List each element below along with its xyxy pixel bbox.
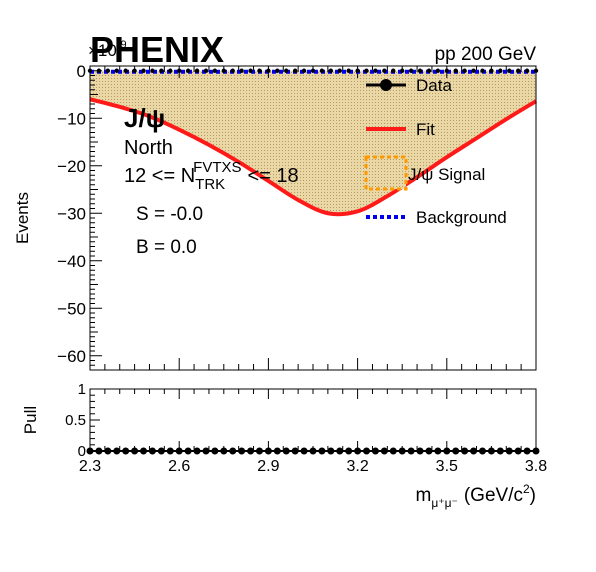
main-frame [89, 65, 537, 371]
data-point [257, 68, 262, 73]
data-point [373, 68, 378, 73]
pull-y-tick-label: 0.5 [65, 412, 86, 429]
data-point [319, 68, 325, 73]
data-point [391, 68, 396, 73]
data-point [426, 68, 432, 73]
signal-area [90, 70, 536, 215]
experiment-title: PHENIX [90, 29, 224, 70]
data-point [177, 68, 182, 73]
data-point [230, 68, 235, 73]
legend-data: Data [366, 76, 452, 95]
arm-label: North [124, 137, 173, 159]
y-tick-label: 0 [77, 62, 86, 81]
pull-y-tick-label: 1 [78, 381, 86, 398]
data-points [87, 68, 539, 73]
legend-signal-label: J/ψ Signal [408, 165, 485, 184]
data-point [471, 68, 476, 73]
background-count: B = 0.0 [136, 237, 197, 258]
data-point [275, 68, 280, 73]
y-tick-label: −20 [57, 157, 86, 176]
data-point [194, 68, 200, 73]
fit-curve [89, 97, 538, 217]
pull-frame [89, 388, 537, 452]
data-point [239, 68, 244, 73]
pull-y-ticks: 00.51 [65, 381, 100, 460]
main-y-ticks: 0 −10 −20 −30 −40 −50 −60 [57, 62, 102, 371]
data-point [301, 68, 307, 73]
legend-signal-swatch [364, 155, 408, 191]
data-point [444, 68, 449, 73]
x-tick-label: 2.3 [79, 458, 101, 475]
data-point [507, 68, 512, 73]
data-point [248, 68, 253, 73]
x-tick-label: 3.2 [346, 458, 368, 475]
legend-signal: J/ψ Signal [364, 155, 485, 191]
legend-background-label: Background [416, 208, 507, 227]
signal-count: S = -0.0 [136, 204, 203, 225]
x-axis-title: mμ⁺μ⁻ (GeV/c2) [416, 482, 536, 510]
collision-system: pp 200 GeV [435, 44, 537, 65]
y-tick-label: −50 [57, 299, 86, 318]
main-panel: 0 −10 −20 −30 −40 −50 −60 [57, 62, 539, 371]
data-point [310, 68, 316, 73]
data-point [159, 68, 164, 73]
data-point [221, 68, 226, 73]
legend-fit-label: Fit [416, 120, 435, 139]
data-point [453, 68, 458, 73]
y-tick-label: −60 [57, 347, 86, 366]
data-point [123, 68, 128, 73]
data-point [266, 68, 271, 73]
data-point [212, 68, 218, 73]
data-point [150, 68, 155, 73]
data-point [408, 68, 414, 73]
data-point [515, 68, 521, 73]
data-point [364, 68, 369, 73]
pull-panel: 2.3 2.6 2.9 3.2 3.5 3.8 00.51 [65, 381, 547, 475]
legend: Data Fit J/ψ Signal Background [364, 76, 507, 227]
data-point [141, 68, 146, 73]
x-tick-label: 2.6 [168, 458, 190, 475]
data-point [284, 68, 289, 73]
exponent-label: ×10-9 [88, 39, 127, 60]
pull-y-tick-label: 0 [78, 443, 86, 460]
data-point [480, 68, 485, 73]
x-tick-label: 2.9 [257, 458, 279, 475]
data-point [462, 68, 467, 73]
particle-label: J/ψ [124, 103, 165, 133]
data-point [355, 68, 360, 73]
data-point [417, 68, 423, 73]
data-point [132, 68, 137, 73]
data-point [96, 68, 102, 73]
legend-fit: Fit [366, 120, 435, 139]
data-point [105, 68, 111, 73]
data-point [435, 68, 441, 73]
data-point [524, 68, 530, 73]
data-point [328, 68, 334, 73]
y-tick-label: −10 [57, 109, 86, 128]
data-point [400, 68, 405, 73]
data-point [498, 68, 503, 73]
data-point [346, 68, 351, 73]
data-point [114, 68, 119, 73]
data-point [203, 68, 209, 73]
legend-background: Background [366, 208, 507, 227]
data-point [489, 68, 494, 73]
pull-axis-title: Pull [21, 406, 40, 434]
data-point [168, 68, 173, 73]
x-tick-label: 3.5 [436, 458, 458, 475]
data-point [337, 68, 342, 73]
multiplicity-label: 12 <= NTRKFVTXS <= 18 [124, 159, 299, 193]
data-point [382, 68, 387, 73]
y-axis-title: Events [13, 192, 32, 244]
legend-data-marker [380, 79, 392, 91]
data-point [292, 68, 298, 73]
data-point [185, 68, 191, 73]
y-tick-label: −40 [57, 252, 86, 271]
pull-x-ticks: 2.3 2.6 2.9 3.2 3.5 3.8 [79, 389, 547, 475]
legend-data-label: Data [416, 76, 452, 95]
x-tick-label: 3.8 [525, 458, 547, 475]
y-tick-label: −30 [57, 204, 86, 223]
